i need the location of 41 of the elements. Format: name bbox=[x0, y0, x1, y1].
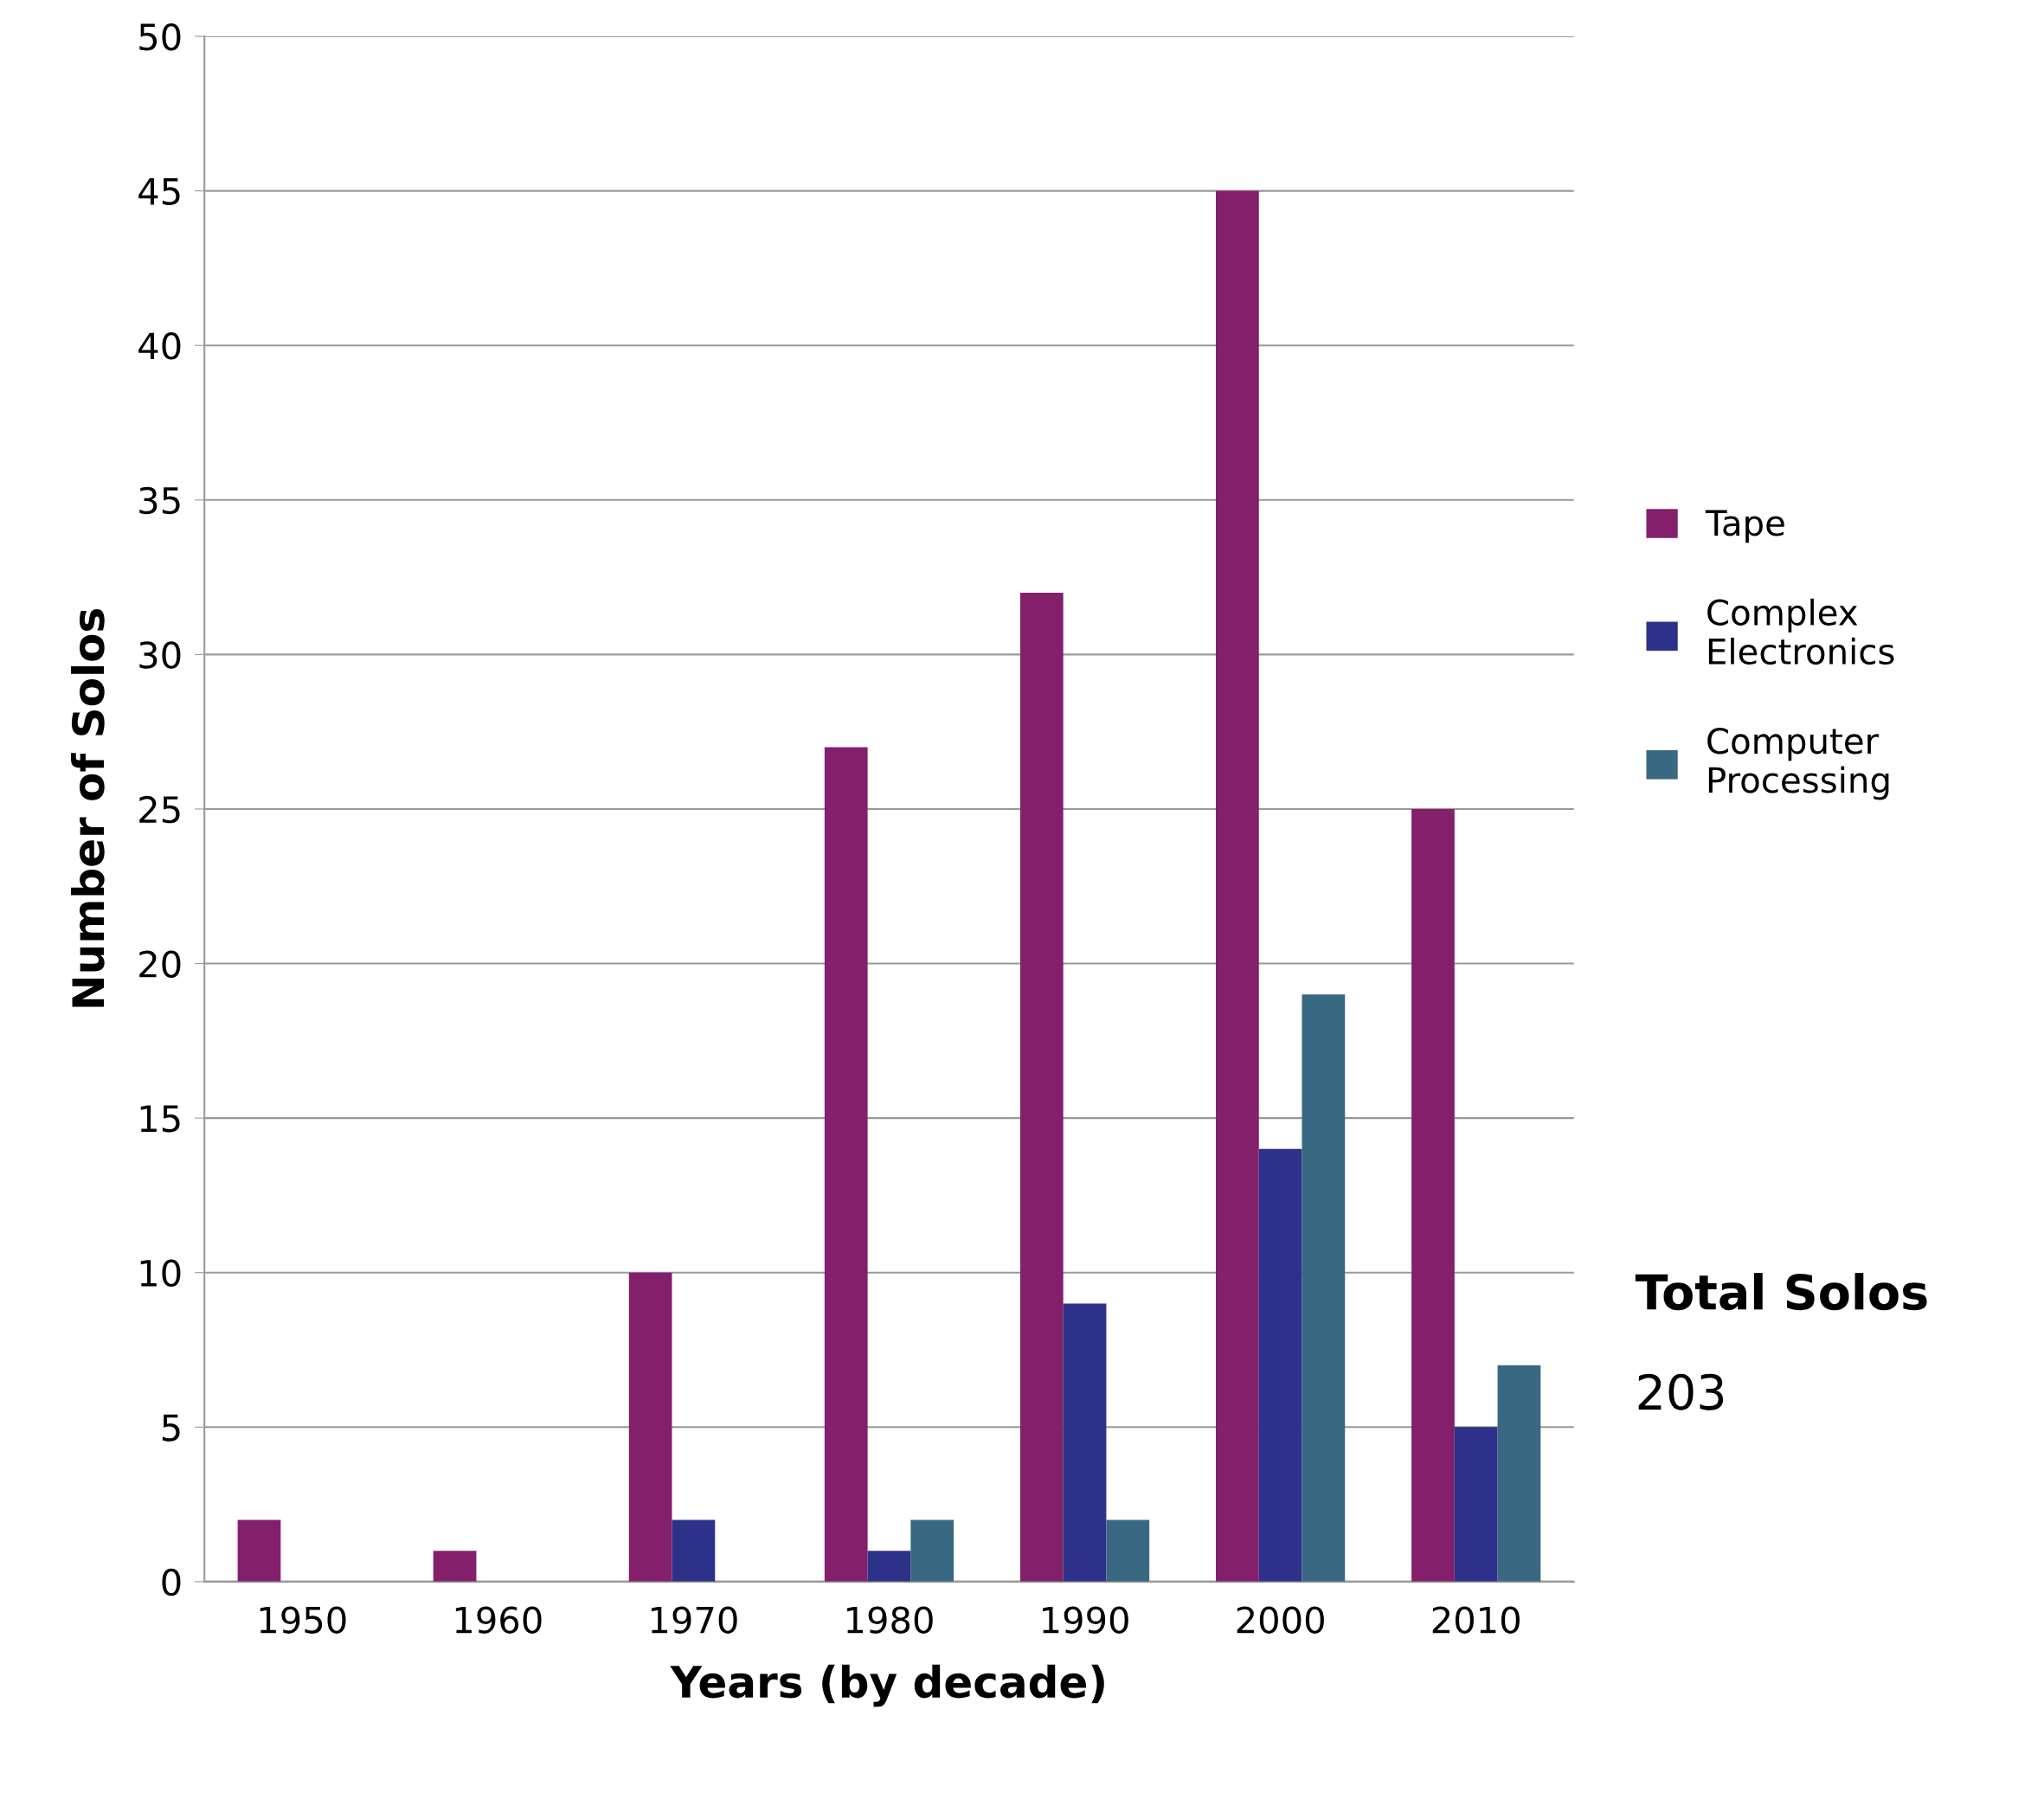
x-tick-label: 1950 bbox=[260, 1606, 346, 1634]
y-tick-label: 40 bbox=[138, 332, 181, 360]
legend-label: Computer Processing bbox=[1707, 728, 1889, 800]
x-tick-label: 1970 bbox=[651, 1606, 737, 1634]
bar bbox=[237, 1519, 281, 1582]
legend-label: Tape bbox=[1705, 510, 1784, 543]
y-tick-label: 35 bbox=[139, 486, 180, 515]
bar bbox=[433, 1551, 477, 1582]
x-tick-label: 2010 bbox=[1432, 1606, 1520, 1634]
bar bbox=[1454, 1427, 1498, 1582]
y-tick-label: 50 bbox=[139, 22, 181, 51]
y-tick-label: 25 bbox=[139, 795, 180, 824]
bar bbox=[628, 1272, 672, 1582]
y-axis-title: Number of Solos bbox=[71, 609, 105, 1007]
bar bbox=[1063, 1303, 1107, 1582]
x-tick-label: 2000 bbox=[1237, 1606, 1324, 1634]
bar bbox=[1258, 1148, 1302, 1582]
x-tick-label: 1980 bbox=[847, 1606, 933, 1634]
bar bbox=[1302, 994, 1346, 1582]
y-tick-label: 10 bbox=[140, 1259, 181, 1288]
x-axis-title: Years (by decade) bbox=[670, 1664, 1104, 1707]
y-tick-label: 30 bbox=[139, 641, 181, 669]
bar bbox=[1106, 1519, 1150, 1582]
y-tick-label: 5 bbox=[162, 1414, 180, 1442]
y-tick-label: 45 bbox=[138, 178, 180, 206]
bar bbox=[910, 1519, 955, 1582]
y-tick-label: 20 bbox=[139, 950, 181, 978]
bar bbox=[1019, 592, 1064, 1582]
y-tick-label: 15 bbox=[140, 1105, 180, 1133]
legend-label: Complex Electronics bbox=[1707, 598, 1894, 665]
x-tick-label: 1990 bbox=[1043, 1606, 1128, 1634]
x-tick-label: 1960 bbox=[455, 1606, 542, 1634]
bar bbox=[1216, 190, 1259, 1582]
bar bbox=[1497, 1365, 1541, 1582]
text: Total Solos bbox=[1635, 1273, 1927, 1311]
y-tick-label: 0 bbox=[162, 1568, 181, 1596]
bar bbox=[824, 747, 868, 1582]
bar bbox=[672, 1519, 716, 1582]
bar bbox=[867, 1551, 911, 1582]
bar bbox=[1411, 808, 1455, 1582]
text: 203 bbox=[1638, 1373, 1724, 1410]
